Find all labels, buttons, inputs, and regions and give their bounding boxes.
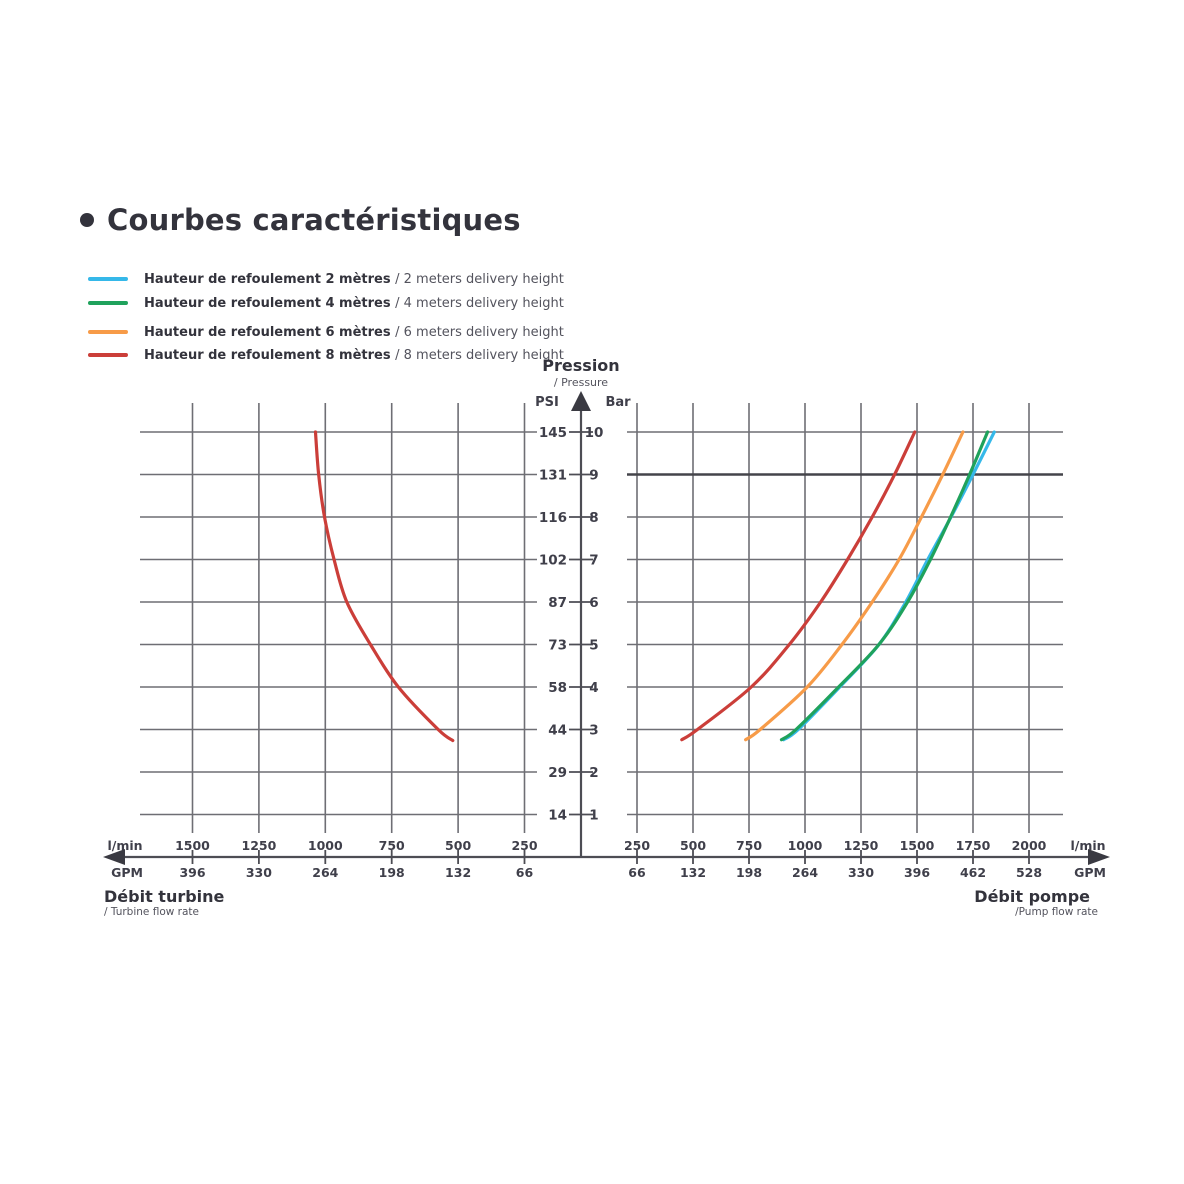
lmin-tick-label: 1250 bbox=[242, 838, 277, 853]
bar-unit-label: Bar bbox=[605, 395, 631, 410]
lmin-tick-label: 1250 bbox=[844, 838, 879, 853]
legend-item-4m: Hauteur de refoulement 4 mètres / 4 mete… bbox=[88, 295, 564, 311]
lmin-tick-label: 250 bbox=[624, 838, 650, 853]
bar-tick-label: 3 bbox=[589, 723, 598, 739]
left-gpm-unit-label: GPM bbox=[111, 865, 143, 880]
gpm-tick-label: 528 bbox=[1016, 865, 1042, 880]
flow-axis-arrow-right-icon bbox=[1088, 849, 1110, 865]
lmin-tick-label: 500 bbox=[680, 838, 706, 853]
legend-item-8m: Hauteur de refoulement 8 mètres / 8 mete… bbox=[88, 347, 564, 363]
legend-label-fr: Hauteur de refoulement 2 mètres bbox=[144, 271, 396, 287]
figure-title: Courbes caractéristiques bbox=[80, 203, 521, 237]
gpm-tick-label: 198 bbox=[379, 865, 405, 880]
flow-axis-arrow-left-icon bbox=[103, 849, 125, 865]
bar-tick-label: 1 bbox=[589, 808, 598, 824]
gpm-tick-label: 330 bbox=[246, 865, 272, 880]
lmin-tick-label: 750 bbox=[379, 838, 405, 853]
curve bbox=[313, 430, 455, 743]
legend-line-swatch-cyan bbox=[88, 277, 128, 281]
left-lmin-unit-label: l/min bbox=[107, 838, 142, 853]
psi-tick-label: 145 bbox=[539, 425, 567, 441]
lmin-tick-label: 250 bbox=[511, 838, 537, 853]
turbine-flow-title: Débit turbine bbox=[104, 887, 225, 906]
right-lmin-unit-label: l/min bbox=[1070, 838, 1105, 853]
gpm-tick-label: 330 bbox=[848, 865, 874, 880]
curve bbox=[680, 430, 917, 742]
legend-label-en: / 4 meters delivery height bbox=[395, 295, 564, 311]
pressure-axis-subtitle: / Pressure bbox=[553, 376, 609, 389]
gpm-tick-label: 396 bbox=[904, 865, 930, 880]
psi-tick-label: 29 bbox=[548, 765, 567, 781]
legend-item-6m: Hauteur de refoulement 6 mètres / 6 mete… bbox=[88, 324, 564, 340]
pump-flow-title: Débit pompe bbox=[974, 887, 1090, 906]
bar-tick-label: 5 bbox=[589, 638, 598, 654]
lmin-tick-label: 1500 bbox=[175, 838, 210, 853]
legend-label-fr: Hauteur de refoulement 6 mètres bbox=[144, 324, 396, 340]
lmin-tick-label: 1000 bbox=[308, 838, 343, 853]
psi-tick-label: 73 bbox=[548, 638, 567, 654]
curve bbox=[782, 430, 996, 742]
bar-tick-label: 10 bbox=[585, 425, 604, 441]
psi-tick-label: 14 bbox=[548, 808, 567, 824]
legend-line-swatch-orange bbox=[88, 330, 128, 334]
curve bbox=[779, 430, 990, 742]
psi-tick-label: 116 bbox=[539, 510, 567, 526]
lmin-tick-label: 1500 bbox=[900, 838, 935, 853]
lmin-tick-label: 750 bbox=[736, 838, 762, 853]
gpm-tick-label: 132 bbox=[680, 865, 706, 880]
gpm-tick-label: 198 bbox=[736, 865, 762, 880]
pressure-axis-arrow-up-icon bbox=[571, 391, 591, 411]
gpm-tick-label: 396 bbox=[179, 865, 205, 880]
gpm-tick-label: 462 bbox=[960, 865, 986, 880]
bar-tick-label: 9 bbox=[589, 468, 598, 484]
gpm-tick-label: 66 bbox=[628, 865, 646, 880]
bar-tick-label: 6 bbox=[589, 595, 598, 611]
right-gpm-unit-label: GPM bbox=[1074, 865, 1106, 880]
legend-item-2m: Hauteur de refoulement 2 mètres / 2 mete… bbox=[88, 271, 564, 287]
bar-tick-label: 2 bbox=[589, 765, 598, 781]
psi-tick-label: 131 bbox=[539, 468, 567, 484]
gpm-tick-label: 264 bbox=[312, 865, 338, 880]
bar-tick-label: 8 bbox=[589, 510, 598, 526]
figure-title-text: Courbes caractéristiques bbox=[107, 203, 521, 237]
psi-unit-label: PSI bbox=[535, 395, 559, 410]
legend-label-en: / 2 meters delivery height bbox=[395, 271, 564, 287]
legend-label-en: / 6 meters delivery height bbox=[395, 324, 564, 340]
turbine-flow-subtitle: / Turbine flow rate bbox=[104, 906, 199, 918]
legend-line-swatch-red bbox=[88, 353, 128, 357]
lmin-tick-label: 500 bbox=[445, 838, 471, 853]
psi-tick-label: 58 bbox=[548, 680, 567, 696]
legend-label-en: / 8 meters delivery height bbox=[395, 347, 564, 363]
pressure-axis-title: Pression bbox=[542, 356, 620, 375]
legend-label-fr: Hauteur de refoulement 4 mètres bbox=[144, 295, 396, 311]
gpm-tick-label: 66 bbox=[516, 865, 534, 880]
legend-line-swatch-green bbox=[88, 301, 128, 305]
gpm-tick-label: 132 bbox=[445, 865, 471, 880]
bullet-icon bbox=[80, 213, 94, 227]
gpm-tick-label: 264 bbox=[792, 865, 818, 880]
lmin-tick-label: 1000 bbox=[788, 838, 823, 853]
bar-tick-label: 4 bbox=[589, 680, 598, 696]
lmin-tick-label: 2000 bbox=[1012, 838, 1047, 853]
legend-label-fr: Hauteur de refoulement 8 mètres bbox=[144, 347, 396, 363]
curve bbox=[744, 430, 965, 742]
pump-flow-subtitle: /Pump flow rate bbox=[1015, 906, 1098, 918]
psi-tick-label: 44 bbox=[548, 723, 567, 739]
bar-tick-label: 7 bbox=[589, 553, 598, 569]
psi-tick-label: 87 bbox=[548, 595, 567, 611]
lmin-tick-label: 1750 bbox=[956, 838, 991, 853]
psi-tick-label: 102 bbox=[539, 553, 567, 569]
